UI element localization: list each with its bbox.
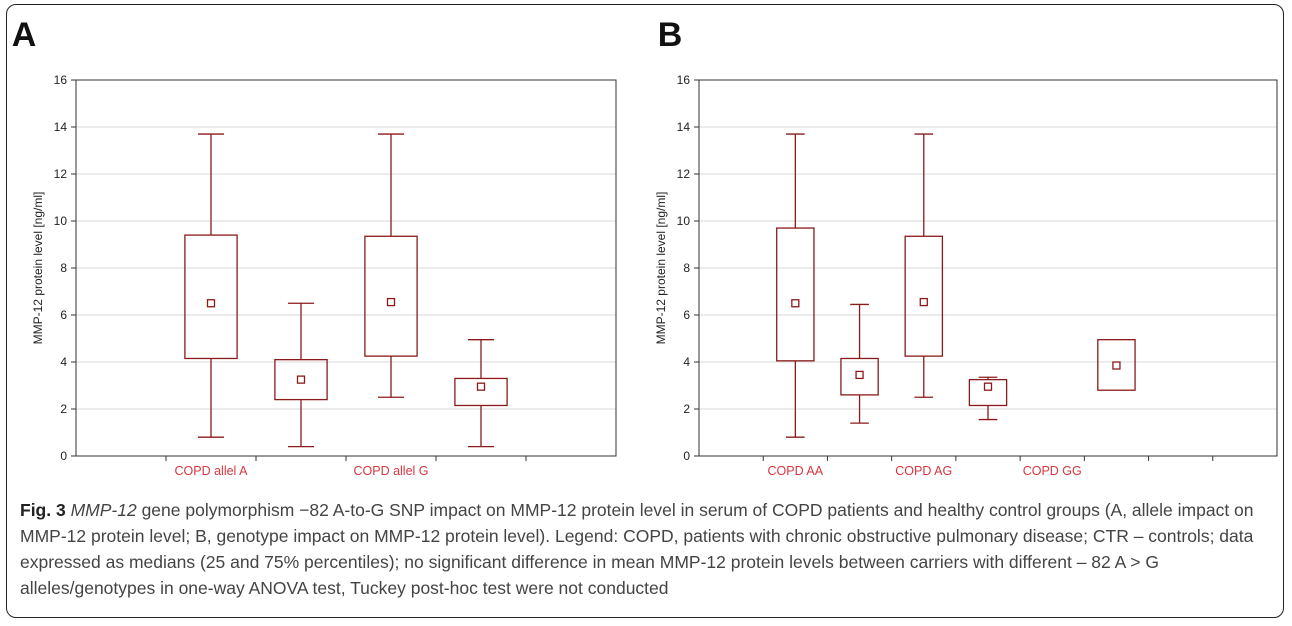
- median-marker: [386, 297, 396, 307]
- median-marker: [983, 382, 993, 391]
- panel-b: B 0 2 4 6 8 10 12 14 16 MMP-12 protein level [ng/m…: [654, 16, 1278, 478]
- median-marker: [855, 370, 864, 380]
- y-tick-label: 10: [54, 214, 68, 228]
- y-tick-label: 12: [54, 167, 68, 181]
- iqr-box: [840, 357, 879, 396]
- median-marker: [791, 299, 800, 308]
- y-tick-label: 8: [683, 261, 690, 275]
- iqr-box: [904, 235, 944, 357]
- category-label: COPD allel A: [175, 464, 249, 478]
- y-tick-label: 8: [60, 261, 67, 275]
- median-marker: [296, 375, 306, 384]
- caption-text: gene polymorphism −82 A-to-G SNP impact …: [20, 500, 1254, 598]
- box-plot: [840, 303, 879, 424]
- iqr-box: [184, 234, 238, 360]
- y-tick-label: 6: [60, 308, 67, 322]
- box-plot: [274, 302, 328, 448]
- box-plot: [968, 376, 1008, 421]
- y-tick-label: 16: [677, 73, 691, 87]
- panel-a: A 0 2 4 6 8 10 12 14 16 MMP-12 protein level [ng/m…: [12, 16, 617, 478]
- iqr-box: [454, 377, 508, 407]
- y-tick-label: 14: [54, 120, 68, 134]
- y-tick-label: 16: [54, 73, 68, 87]
- y-tick-label: 2: [60, 402, 67, 416]
- figure-panels: A 0 2 4 6 8 10 12 14 16 MMP-12 protein level [ng/m…: [12, 16, 1278, 478]
- y-tick-label: 0: [683, 449, 690, 463]
- y-tick-label: 6: [683, 308, 690, 322]
- box-plot: [1097, 339, 1136, 391]
- box-plot: [776, 133, 815, 438]
- iqr-box: [968, 378, 1008, 407]
- iqr-box: [776, 227, 815, 362]
- median-marker: [1112, 361, 1121, 370]
- figure-caption: Fig. 3 MMP-12 gene polymorphism −82 A-to…: [20, 497, 1270, 601]
- panel-label: B: [658, 16, 683, 54]
- y-tick-label: 2: [683, 402, 690, 416]
- y-tick-label: 12: [677, 167, 691, 181]
- panel-label: A: [12, 16, 37, 54]
- caption-figure-label: Fig. 3: [20, 500, 66, 520]
- y-tick-label: 10: [677, 214, 691, 228]
- category-label: COPD allel G: [353, 464, 428, 478]
- category-label: COPD AA: [768, 464, 824, 478]
- y-tick-label: 14: [677, 120, 691, 134]
- y-tick-label: 0: [60, 449, 67, 463]
- box-plot: [904, 133, 944, 398]
- box-plot: [364, 133, 418, 398]
- median-marker: [919, 297, 928, 307]
- y-axis-label: MMP-12 protein level [ng/ml]: [654, 192, 668, 345]
- figure-frame: [6, 4, 1284, 618]
- iqr-box: [1097, 339, 1136, 391]
- category-label: COPD AG: [895, 464, 952, 478]
- box-plot: [184, 133, 238, 438]
- y-tick-label: 4: [683, 355, 690, 369]
- category-label: COPD GG: [1023, 464, 1082, 478]
- iqr-box: [364, 235, 418, 357]
- plot-frame: [698, 79, 1278, 457]
- median-marker: [476, 382, 486, 391]
- y-axis-label: MMP-12 protein level [ng/ml]: [31, 192, 45, 345]
- iqr-box: [274, 358, 328, 401]
- caption-gene-name: MMP-12: [70, 500, 137, 520]
- median-marker: [206, 299, 216, 308]
- y-tick-label: 4: [60, 355, 67, 369]
- box-plot: [454, 339, 508, 448]
